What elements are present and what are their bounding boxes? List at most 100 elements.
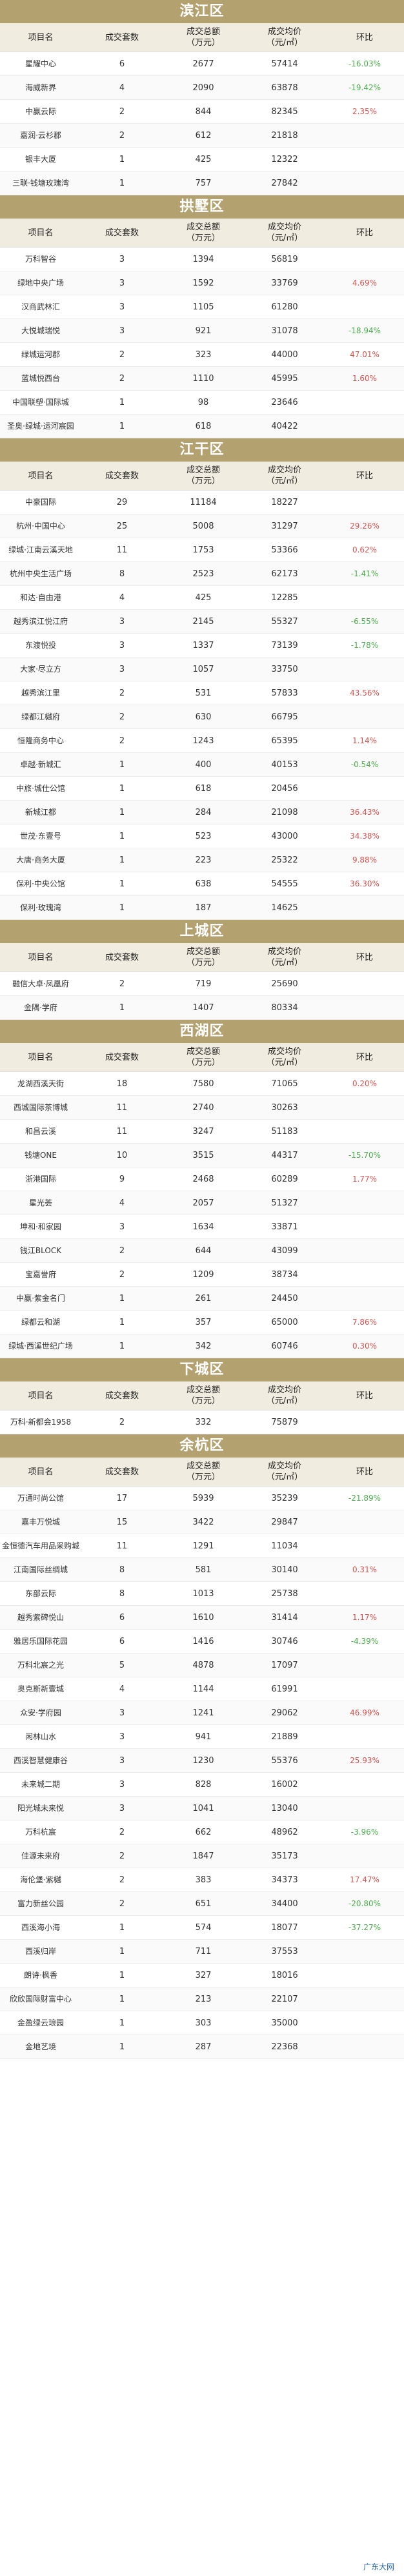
units-cell: 1: [81, 171, 163, 195]
units-cell: 4: [81, 1191, 163, 1215]
total-amount-cell: 284: [163, 800, 244, 825]
project-name-cell: 中赢·紫金名门: [0, 1286, 81, 1311]
units-cell: 1: [81, 414, 163, 438]
avg-price-cell: 31078: [244, 318, 325, 343]
project-name-cell: 东部云际: [0, 1581, 81, 1606]
mom-change-cell: -1.78%: [325, 633, 404, 658]
mom-change-cell: 0.62%: [325, 538, 404, 562]
mom-change-cell: [325, 776, 404, 801]
table-row: 保利·玫瑰湾 1 187 14625: [0, 895, 404, 920]
project-name-cell: 西溪海小海: [0, 1915, 81, 1940]
project-name-cell: 万科杭宸: [0, 1820, 81, 1844]
project-name-cell: 佳源未来府: [0, 1844, 81, 1868]
avg-price-cell: 29062: [244, 1701, 325, 1725]
project-name-cell: 万科·新都会1958: [0, 1410, 81, 1434]
avg-price-cell: 30746: [244, 1629, 325, 1654]
project-name-cell: 大家·尽立方: [0, 657, 81, 681]
avg-price-cell: 18077: [244, 1915, 325, 1940]
mom-change-cell: -16.03%: [325, 52, 404, 76]
avg-price-cell: 25322: [244, 848, 325, 872]
units-cell: 2: [81, 971, 163, 996]
units-cell: 2: [81, 1238, 163, 1263]
column-header: 成交总额 （万元）: [163, 23, 244, 52]
total-amount-cell: 638: [163, 872, 244, 896]
project-name-cell: 钱江BLOCK: [0, 1238, 81, 1263]
column-header: 成交总额 （万元）: [163, 943, 244, 972]
project-name-cell: 阳光城未来悦: [0, 1796, 81, 1820]
project-name-cell: 星耀中心: [0, 52, 81, 76]
table-row: 龙湖西溪天街 18 7580 71065 0.20%: [0, 1071, 404, 1096]
mom-change-cell: [325, 1677, 404, 1701]
report-container: 滨江区 项目名 成交套数 成交总额 （万元） 成交均价 （元/㎡） 环比 星耀中心 6 2677…: [0, 0, 404, 2059]
total-amount-cell: 1337: [163, 633, 244, 658]
project-name-cell: 蓝城悦西台: [0, 366, 81, 391]
avg-price-cell: 29847: [244, 1510, 325, 1534]
avg-price-cell: 61280: [244, 295, 325, 319]
project-name-cell: 万科北宸之光: [0, 1653, 81, 1677]
units-cell: 15: [81, 1510, 163, 1534]
table-row: 西溪海小海 1 574 18077 -37.27%: [0, 1915, 404, 1940]
project-name-cell: 嘉丰万悦城: [0, 1510, 81, 1534]
total-amount-cell: 644: [163, 1238, 244, 1263]
mom-change-cell: [325, 1844, 404, 1868]
units-cell: 3: [81, 1215, 163, 1239]
avg-price-cell: 21098: [244, 800, 325, 825]
project-name-cell: 新城江都: [0, 800, 81, 825]
project-name-cell: 钱塘ONE: [0, 1143, 81, 1167]
table-header-row: 项目名 成交套数 成交总额 （万元） 成交均价 （元/㎡） 环比: [0, 1381, 404, 1410]
column-header: 项目名: [0, 462, 81, 491]
mom-change-cell: [325, 1963, 404, 1987]
mom-change-cell: [325, 171, 404, 195]
mom-change-cell: [325, 414, 404, 438]
units-cell: 11: [81, 538, 163, 562]
table-row: 雅居乐国际花园 6 1416 30746 -4.39%: [0, 1629, 404, 1654]
table-row: 世茂·东壹号 1 523 43000 34.38%: [0, 824, 404, 848]
column-header: 项目名: [0, 1458, 81, 1487]
mom-change-cell: -20.80%: [325, 1891, 404, 1916]
project-name-cell: 金盈绿云琅园: [0, 2011, 81, 2035]
total-amount-cell: 1592: [163, 271, 244, 295]
mom-change-cell: 4.69%: [325, 271, 404, 295]
table-row: 东渡悦投 3 1337 73139 -1.78%: [0, 633, 404, 658]
table-row: 西溪智慧健康谷 3 1230 55376 25.93%: [0, 1748, 404, 1773]
total-amount-cell: 1753: [163, 538, 244, 562]
table-row: 大家·尽立方 3 1057 33750: [0, 657, 404, 681]
project-name-cell: 大悦城瑞悦: [0, 318, 81, 343]
project-name-cell: 万通时尚公馆: [0, 1486, 81, 1510]
mom-change-cell: -4.39%: [325, 1629, 404, 1654]
avg-price-cell: 34373: [244, 1868, 325, 1892]
table-row: 绿城·西溪世纪广场 1 342 60746 0.30%: [0, 1334, 404, 1358]
mom-change-cell: [325, 147, 404, 171]
table-row: 朗诗·枫香 1 327 18016: [0, 1963, 404, 1987]
column-header: 成交套数: [81, 1043, 163, 1072]
table-row: 卓越·新城汇 1 400 40153 -0.54%: [0, 752, 404, 777]
column-header: 项目名: [0, 23, 81, 52]
total-amount-cell: 612: [163, 123, 244, 148]
mom-change-cell: 0.30%: [325, 1334, 404, 1358]
total-amount-cell: 1144: [163, 1677, 244, 1701]
project-name-cell: 海伦堡·紫樾: [0, 1868, 81, 1892]
column-header: 成交套数: [81, 1458, 163, 1487]
project-name-cell: 越秀滨江里: [0, 681, 81, 705]
total-amount-cell: 1105: [163, 295, 244, 319]
mom-change-cell: -15.70%: [325, 1143, 404, 1167]
table-row: 万通时尚公馆 17 5939 35239 -21.89%: [0, 1486, 404, 1510]
project-name-cell: 绿城·西溪世纪广场: [0, 1334, 81, 1358]
units-cell: 11: [81, 1119, 163, 1144]
project-name-cell: 欣欣国际财富中心: [0, 1987, 81, 2011]
units-cell: 1: [81, 1334, 163, 1358]
mom-change-cell: [325, 1987, 404, 2011]
total-amount-cell: 261: [163, 1286, 244, 1311]
units-cell: 2: [81, 1844, 163, 1868]
table-row: 星耀中心 6 2677 57414 -16.03%: [0, 52, 404, 76]
table-row: 圣奥·绿城·运河宸园 1 618 40422: [0, 414, 404, 438]
avg-price-cell: 80334: [244, 995, 325, 1020]
total-amount-cell: 1110: [163, 366, 244, 391]
district-table: 项目名 成交套数 成交总额 （万元） 成交均价 （元/㎡） 环比 万通时尚公馆 17 5939…: [0, 1458, 404, 2059]
mom-change-cell: -19.42%: [325, 75, 404, 100]
units-cell: 2: [81, 1820, 163, 1844]
table-row: 嘉丰万悦城 15 3422 29847: [0, 1510, 404, 1534]
mom-change-cell: [325, 1724, 404, 1749]
units-cell: 25: [81, 514, 163, 538]
units-cell: 6: [81, 1605, 163, 1630]
